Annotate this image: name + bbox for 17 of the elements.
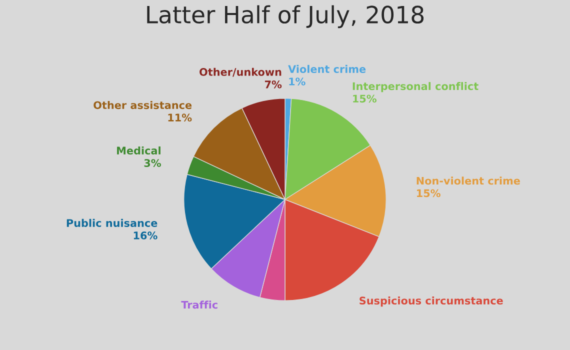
slice-label: Non-violent crime [416, 176, 520, 185]
data-label: 3% [144, 159, 161, 167]
slice-label: Suspicious circumstance [360, 296, 503, 307]
slice-label: Traffic [181, 300, 218, 309]
chart-title: Latter Half of July, 2018 [147, 5, 424, 28]
slice-label: Public nuisance [66, 218, 158, 227]
slice-label: Other assistance [94, 101, 192, 110]
data-label: 15% [417, 189, 440, 198]
slice-label: Violent crime [288, 64, 366, 73]
data-label: 11% [168, 114, 192, 122]
data-label: 7% [264, 80, 282, 88]
data-label: 16% [134, 232, 158, 240]
slice-label: Medical [117, 146, 160, 155]
slice-label: Interpersonal conflict [352, 82, 478, 92]
data-label: 1% [289, 78, 306, 86]
data-label: 15% [353, 94, 377, 103]
slice-label: Other/unkown [200, 68, 282, 77]
